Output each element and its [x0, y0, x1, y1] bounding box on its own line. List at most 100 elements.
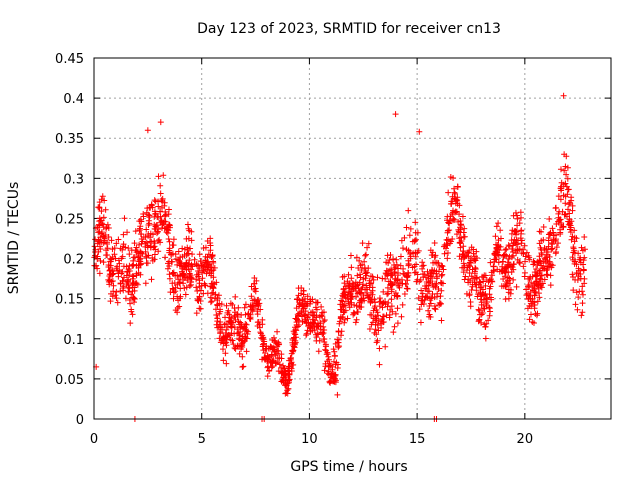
data-point: [391, 323, 398, 330]
data-point: [548, 261, 555, 268]
data-point: [406, 251, 413, 258]
data-point: [145, 211, 152, 218]
data-point: [568, 236, 575, 243]
data-point: [131, 287, 138, 294]
data-point: [497, 243, 504, 250]
data-point: [144, 127, 151, 134]
data-point: [243, 348, 250, 355]
data-point: [492, 233, 499, 240]
data-point: [575, 250, 582, 257]
data-point: [133, 272, 140, 279]
data-point: [113, 288, 120, 295]
data-point: [579, 309, 586, 316]
data-point: [161, 225, 168, 232]
data-point: [236, 335, 243, 342]
data-point: [299, 302, 306, 309]
data-point: [132, 228, 139, 235]
data-point: [231, 324, 238, 331]
data-point: [371, 329, 378, 336]
data-point: [351, 310, 358, 317]
data-point: [318, 303, 325, 310]
data-point: [103, 224, 110, 231]
data-point: [436, 263, 443, 270]
data-point: [186, 257, 193, 264]
data-point: [348, 275, 355, 282]
data-point: [153, 222, 160, 229]
data-point: [275, 341, 282, 348]
data-point: [109, 253, 116, 260]
data-point: [398, 237, 405, 244]
data-point: [411, 269, 418, 276]
data-point: [364, 286, 371, 293]
data-point: [116, 267, 123, 274]
data-point: [335, 328, 342, 335]
data-point: [101, 197, 108, 204]
data-point: [218, 301, 225, 308]
data-point: [108, 237, 115, 244]
data-point: [449, 211, 456, 218]
data-point: [445, 219, 452, 226]
data-point: [174, 309, 181, 316]
data-point: [259, 343, 266, 350]
data-point: [478, 299, 485, 306]
data-point: [220, 340, 227, 347]
data-point: [568, 218, 575, 225]
data-point: [98, 196, 105, 203]
data-point: [387, 251, 394, 258]
data-point: [164, 226, 171, 233]
data-point: [557, 229, 564, 236]
data-point: [174, 256, 181, 263]
data-point: [475, 306, 482, 313]
data-point: [457, 234, 464, 241]
data-point: [456, 253, 463, 260]
data-point: [546, 216, 553, 223]
data-point: [448, 238, 455, 245]
data-point: [113, 295, 120, 302]
data-point: [523, 249, 530, 256]
data-point: [274, 355, 281, 362]
y-tick-label: 0.15: [55, 293, 84, 308]
data-point: [278, 378, 285, 385]
data-point: [553, 244, 560, 251]
data-point: [159, 195, 166, 202]
data-point: [365, 240, 372, 247]
data-point: [492, 241, 499, 248]
data-point: [473, 281, 480, 288]
data-point: [146, 212, 153, 219]
data-point: [363, 251, 370, 258]
data-point: [369, 297, 376, 304]
data-point: [375, 312, 382, 319]
data-point: [569, 254, 576, 261]
data-point: [473, 275, 480, 282]
data-point: [188, 228, 195, 235]
data-point: [242, 301, 249, 308]
data-point: [420, 274, 427, 281]
data-point: [170, 295, 177, 302]
data-point: [444, 255, 451, 262]
data-point: [388, 266, 395, 273]
data-point: [386, 311, 393, 318]
data-point: [394, 292, 401, 299]
data-point: [169, 258, 176, 265]
data-point: [374, 337, 381, 344]
data-point: [100, 259, 107, 266]
data-point: [482, 323, 489, 330]
data-point: [287, 354, 294, 361]
data-point: [562, 193, 569, 200]
data-point: [105, 278, 112, 285]
data-point: [275, 347, 282, 354]
data-point: [161, 212, 168, 219]
data-point: [404, 273, 411, 280]
data-point: [480, 305, 487, 312]
data-point: [348, 264, 355, 271]
data-point: [314, 322, 321, 329]
data-point: [384, 284, 391, 291]
data-point: [533, 278, 540, 285]
data-point: [166, 238, 173, 245]
data-point: [465, 249, 472, 256]
data-point: [370, 307, 377, 314]
data-point: [354, 272, 361, 279]
data-point: [117, 280, 124, 287]
data-point: [184, 221, 191, 228]
data-point: [100, 214, 107, 221]
